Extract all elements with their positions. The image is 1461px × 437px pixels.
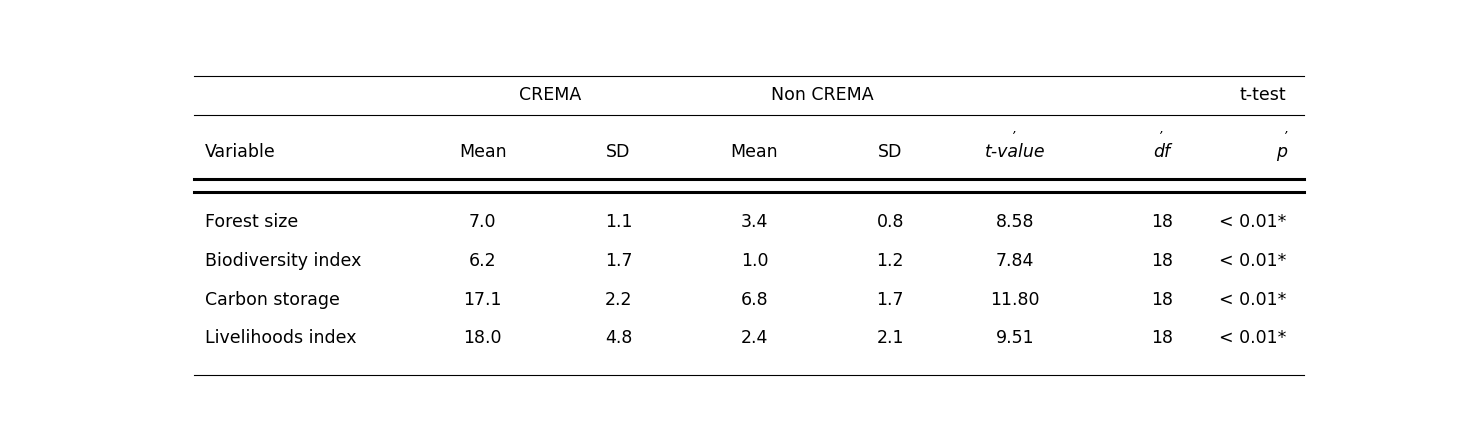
Text: 0.8: 0.8 [877, 213, 904, 231]
Text: 8.58: 8.58 [995, 213, 1034, 231]
Text: ,: , [1160, 123, 1164, 136]
Text: 9.51: 9.51 [995, 329, 1034, 347]
Text: 18: 18 [1151, 291, 1173, 309]
Text: ,: , [1284, 123, 1289, 136]
Text: Mean: Mean [459, 143, 507, 161]
Text: Carbon storage: Carbon storage [205, 291, 340, 309]
Text: t-test: t-test [1240, 86, 1287, 104]
Text: 3.4: 3.4 [741, 213, 768, 231]
Text: 1.0: 1.0 [741, 252, 768, 270]
Text: t-value: t-value [985, 143, 1045, 161]
Text: 4.8: 4.8 [605, 329, 633, 347]
Text: 6.8: 6.8 [741, 291, 768, 309]
Text: Variable: Variable [205, 143, 276, 161]
Text: SD: SD [606, 143, 631, 161]
Text: 2.1: 2.1 [877, 329, 904, 347]
Text: CREMA: CREMA [520, 86, 581, 104]
Text: df: df [1154, 143, 1170, 161]
Text: p: p [1275, 143, 1287, 161]
Text: Biodiversity index: Biodiversity index [205, 252, 362, 270]
Text: 1.2: 1.2 [877, 252, 904, 270]
Text: Forest size: Forest size [205, 213, 298, 231]
Text: 1.7: 1.7 [877, 291, 904, 309]
Text: 11.80: 11.80 [991, 291, 1040, 309]
Text: 17.1: 17.1 [463, 291, 503, 309]
Text: ,: , [1012, 123, 1017, 136]
Text: 6.2: 6.2 [469, 252, 497, 270]
Text: 1.1: 1.1 [605, 213, 633, 231]
Text: 2.2: 2.2 [605, 291, 633, 309]
Text: < 0.01*: < 0.01* [1220, 252, 1287, 270]
Text: 18: 18 [1151, 329, 1173, 347]
Text: < 0.01*: < 0.01* [1220, 213, 1287, 231]
Text: 18: 18 [1151, 252, 1173, 270]
Text: 7.84: 7.84 [995, 252, 1034, 270]
Text: < 0.01*: < 0.01* [1220, 329, 1287, 347]
Text: SD: SD [878, 143, 903, 161]
Text: 18.0: 18.0 [463, 329, 503, 347]
Text: 18: 18 [1151, 213, 1173, 231]
Text: Livelihoods index: Livelihoods index [205, 329, 356, 347]
Text: 1.7: 1.7 [605, 252, 633, 270]
Text: Mean: Mean [730, 143, 779, 161]
Text: Non CREMA: Non CREMA [771, 86, 874, 104]
Text: < 0.01*: < 0.01* [1220, 291, 1287, 309]
Text: 7.0: 7.0 [469, 213, 497, 231]
Text: 2.4: 2.4 [741, 329, 768, 347]
